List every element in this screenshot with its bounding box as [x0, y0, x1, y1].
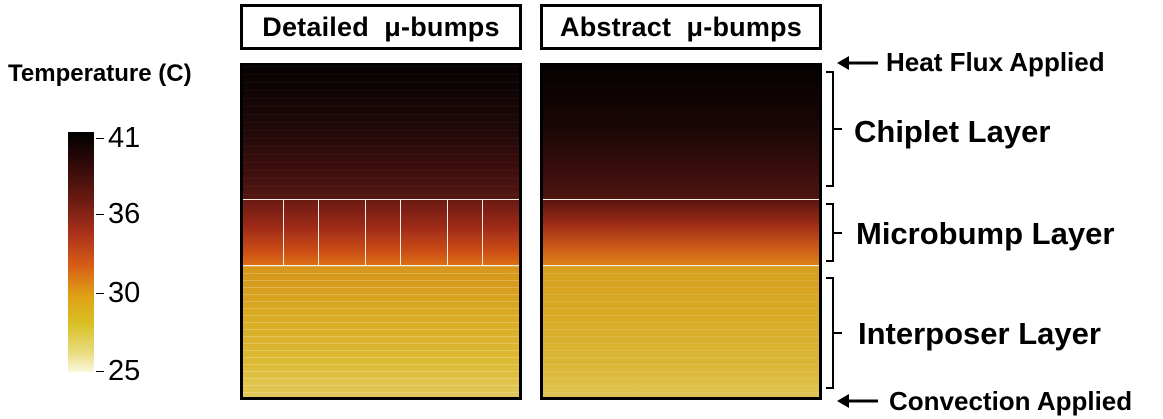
colorbar-tick-label: 36: [108, 198, 141, 230]
heat-flux-arrow-icon: [837, 56, 878, 70]
microbump-layer-region: [543, 200, 819, 266]
detailed-ubumps-title: Detailed μ-bumps: [240, 4, 522, 50]
abstract-ubumps-title: Abstract μ-bumps: [540, 4, 822, 50]
bump-boundary: [365, 200, 366, 266]
microbump-layer-label: Microbump Layer: [856, 216, 1115, 251]
layer-boundary-top: [243, 199, 519, 200]
chiplet-layer-bracket: [826, 71, 834, 187]
isotherm-lines-top: [243, 66, 519, 200]
colorbar-tick: [96, 138, 104, 139]
chiplet-layer-bracket-stub: [834, 128, 842, 130]
colorbar-title: Temperature (C): [8, 60, 192, 87]
interposer-layer-bracket-stub: [834, 332, 842, 334]
isotherm-lines: [543, 266, 819, 397]
chiplet-layer-label: Chiplet Layer: [854, 114, 1051, 149]
microbump-layer-region: [243, 200, 519, 266]
bump-boundary: [482, 200, 483, 266]
interposer-layer-region: [543, 266, 819, 397]
isotherm-lines: [243, 266, 519, 397]
layer-boundary-bottom: [543, 265, 819, 266]
colorbar-tick-label: 41: [108, 122, 141, 154]
heat-flux-label: Heat Flux Applied: [886, 47, 1105, 77]
colorbar-tick-label: 30: [108, 277, 141, 309]
convection-label: Convection Applied: [889, 386, 1133, 416]
detailed-ubumps-heatmap: [240, 63, 522, 400]
interposer-layer-bracket: [826, 277, 834, 389]
chiplet-layer-region: [543, 66, 819, 200]
microbump-layer-bracket-stub: [834, 232, 842, 234]
bump-boundary: [447, 200, 448, 266]
colorbar-tick: [96, 214, 104, 215]
bump-boundary: [283, 200, 284, 266]
layer-boundary-bottom: [243, 265, 519, 266]
convection-arrow-icon: [837, 394, 878, 408]
abstract-ubumps-heatmap: [540, 63, 822, 400]
microbump-layer-bracket: [826, 203, 834, 262]
interposer-layer-label: Interposer Layer: [858, 316, 1101, 351]
temperature-colorbar: [68, 132, 94, 372]
bump-boundary: [400, 200, 401, 266]
bump-boundary: [318, 200, 319, 266]
colorbar-tick-label: 25: [108, 355, 141, 387]
layer-boundary-top: [543, 199, 819, 200]
colorbar-tick: [96, 293, 104, 294]
interposer-layer-region: [243, 266, 519, 397]
colorbar-tick: [96, 371, 104, 372]
chiplet-layer-region: [243, 66, 519, 200]
